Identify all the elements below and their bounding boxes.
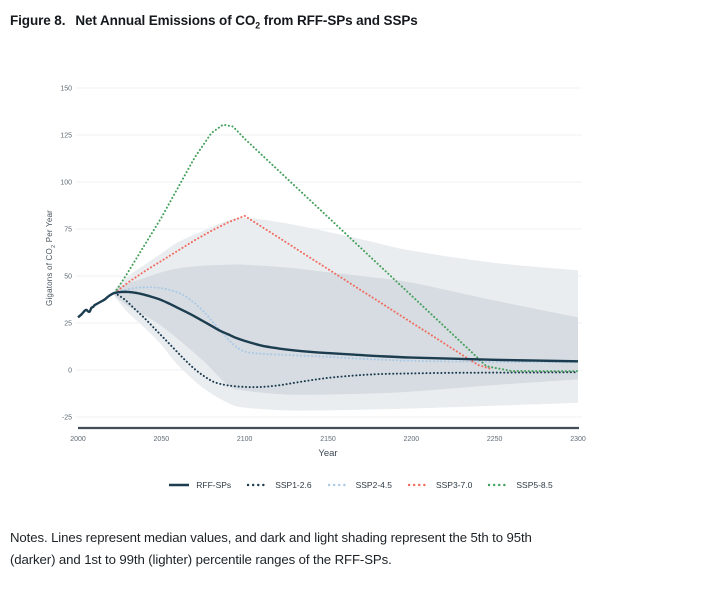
- figure-title: Figure 8. Net Annual Emissions of CO2 fro…: [10, 13, 418, 31]
- band-5-95: [114, 264, 579, 395]
- notes-line-1: Notes. Lines represent median values, an…: [10, 530, 532, 545]
- line-SSP2-4.5: [113, 286, 579, 364]
- legend-swatch-dotted: [327, 483, 350, 487]
- svg-text:25: 25: [64, 321, 72, 328]
- svg-text:2200: 2200: [404, 436, 420, 443]
- legend-item-SSP2-4.5: SSP2-4.5: [327, 480, 392, 490]
- legend-label: SSP5-8.5: [516, 480, 553, 490]
- svg-text:2100: 2100: [237, 436, 253, 443]
- svg-text:2050: 2050: [154, 436, 170, 443]
- legend-swatch-dotted: [407, 483, 431, 487]
- svg-text:2250: 2250: [487, 436, 503, 443]
- svg-text:0: 0: [68, 368, 72, 375]
- tick-labels: 150 125 100 75 50 25 0 -25 2000 2050 2100 2150 2200 2…: [60, 86, 586, 444]
- svg-text:100: 100: [60, 180, 72, 187]
- legend-item-SSP5-8.5: SSP5-8.5: [487, 480, 553, 490]
- legend: RFF-SPs SSP1-2.6 SSP2-4.5 SSP3-7.0 SSP5-8.5: [0, 480, 720, 490]
- figure-title-subscript: 2: [255, 20, 261, 31]
- svg-text:125: 125: [60, 133, 72, 140]
- line-SSP1-2.6: [113, 291, 579, 389]
- svg-text:2300: 2300: [570, 436, 586, 443]
- figure-number: Figure 8.: [10, 13, 66, 28]
- legend-item-RFF-SPs: RFF-SPs: [167, 480, 231, 490]
- legend-label: SSP1-2.6: [275, 480, 312, 490]
- svg-text:-25: -25: [62, 415, 72, 422]
- legend-label: SSP2-4.5: [355, 480, 392, 490]
- figure-title-suffix: from RFF-SPs and SSPs: [260, 13, 418, 28]
- notes-line-2: (darker) and 1st to 99th (lighter) perce…: [10, 552, 392, 567]
- legend-swatch-dotted: [246, 483, 270, 487]
- legend-item-SSP1-2.6: SSP1-2.6: [246, 480, 312, 490]
- legend-swatch-dotted: [488, 483, 511, 487]
- x-axis-title: Year: [318, 448, 337, 459]
- svg-text:2000: 2000: [70, 436, 86, 443]
- legend-label: SSP3-7.0: [435, 480, 473, 490]
- legend-item-SSP3-7.0: SSP3-7.0: [407, 480, 472, 490]
- line-SSP5-8.5: [113, 123, 579, 373]
- legend-label: RFF-SPs: [196, 480, 232, 490]
- figure-notes: Notes. Lines represent median values, an…: [10, 527, 532, 571]
- svg-text:150: 150: [60, 86, 72, 93]
- figure-title-text: Net Annual Emissions of CO: [75, 13, 256, 28]
- legend-swatch-solid: [169, 483, 190, 487]
- line-RFF-SPs: [77, 290, 579, 363]
- svg-text:2150: 2150: [320, 436, 336, 443]
- svg-text:75: 75: [64, 227, 72, 234]
- svg-text:50: 50: [64, 274, 72, 281]
